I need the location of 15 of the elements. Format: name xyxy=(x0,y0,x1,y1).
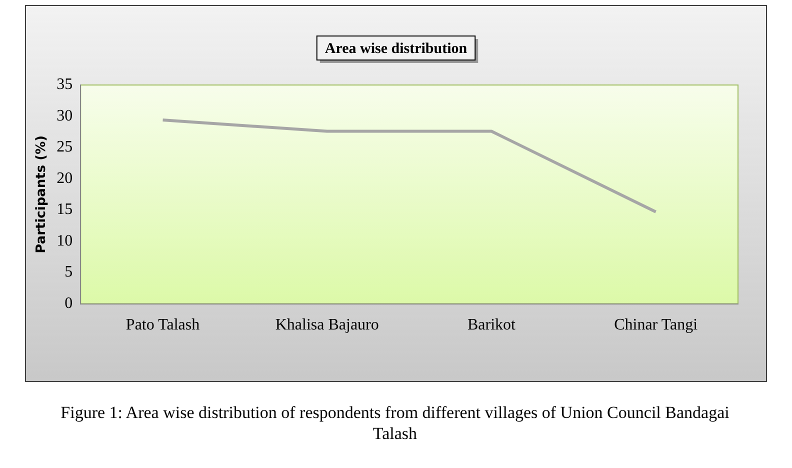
y-tick-label: 20 xyxy=(56,170,73,187)
y-tick-label: 0 xyxy=(64,295,73,312)
y-tick-label: 35 xyxy=(56,76,73,94)
chart-title: Area wise distribution xyxy=(324,40,468,57)
x-tick-label: Khalisa Bajauro xyxy=(275,316,379,334)
x-tick-label: Chinar Tangi xyxy=(614,316,698,334)
y-tick-label: 15 xyxy=(56,201,73,218)
y-axis-title: Participants (%) xyxy=(34,135,50,254)
y-tick-label: 5 xyxy=(64,264,73,281)
y-tick-label: 30 xyxy=(56,107,73,124)
caption: Figure 1: Area wise distribution of respondents from different villages of Union Council Bandagai Talash xyxy=(60,402,730,444)
y-tick-label: 10 xyxy=(56,232,73,250)
x-tick-label: Barikot xyxy=(467,316,516,334)
x-tick-label: Pato Talash xyxy=(126,316,200,334)
y-tick-label: 25 xyxy=(56,138,73,156)
